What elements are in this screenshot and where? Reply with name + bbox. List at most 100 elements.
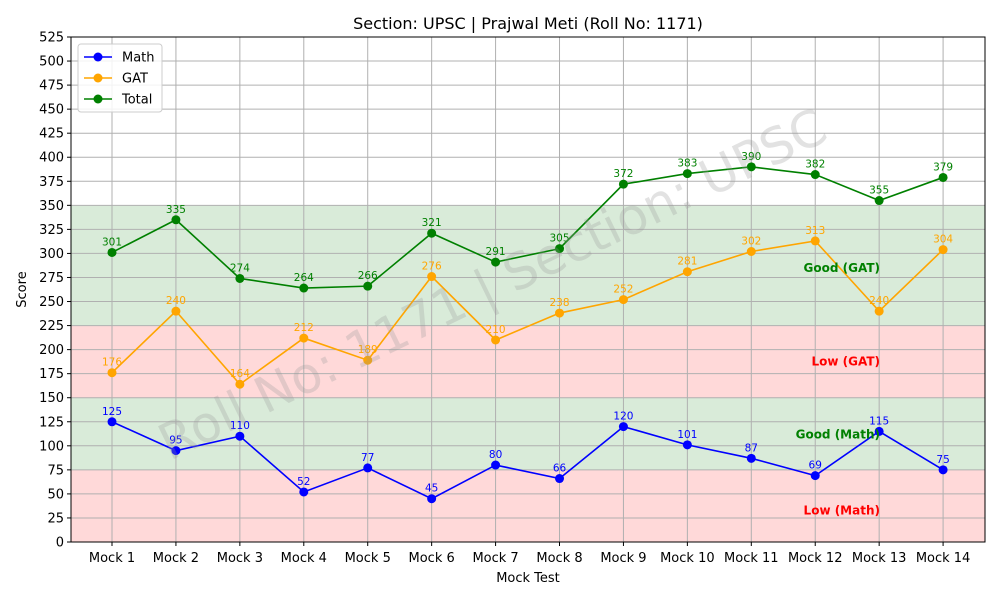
data-label-gat: 189 <box>358 344 378 356</box>
legend-label-math: Math <box>122 51 155 66</box>
data-label-total: 390 <box>741 151 761 163</box>
data-label-gat: 240 <box>166 295 186 307</box>
data-label-math: 52 <box>297 476 310 488</box>
y-tick-label: 450 <box>39 103 64 118</box>
data-label-total: 379 <box>933 161 953 173</box>
y-tick-label: 275 <box>39 271 64 286</box>
legend-label-gat: GAT <box>122 72 148 87</box>
x-tick-label: Mock 8 <box>536 551 582 566</box>
series-line-math <box>111 421 944 500</box>
x-tick-label: Mock 6 <box>409 551 455 566</box>
legend-marker-gat <box>93 73 103 83</box>
y-tick-label: 250 <box>39 295 64 310</box>
ticks-layer: 0 25 50 75 100 125 150 175 200 225 250 275 300 325 350… <box>39 31 970 567</box>
data-point-total <box>810 170 820 180</box>
band-label-1: Good (Math) <box>796 427 880 441</box>
y-tick-label: 225 <box>39 319 64 334</box>
data-point-total <box>938 172 948 182</box>
data-label-gat: 313 <box>805 225 825 237</box>
data-label-total: 301 <box>102 236 122 248</box>
series-line-gat <box>111 240 944 386</box>
legend: Math GAT Total <box>77 43 163 113</box>
data-point-math <box>363 463 373 473</box>
data-label-total: 355 <box>869 185 889 197</box>
data-point-math <box>874 426 884 436</box>
data-point-gat <box>938 245 948 255</box>
band-0 <box>71 469 985 542</box>
legend-label-total: Total <box>121 93 152 108</box>
data-point-total <box>427 228 437 238</box>
x-tick-label: Mock 7 <box>472 551 518 566</box>
data-label-total: 266 <box>358 270 378 282</box>
x-tick-label: Mock 4 <box>281 551 327 566</box>
data-label-math: 66 <box>553 463 567 475</box>
x-tick-label: Mock 11 <box>724 551 779 566</box>
x-tick-label: Mock 9 <box>600 551 646 566</box>
data-label-math: 45 <box>425 483 438 495</box>
data-point-gat <box>363 355 373 365</box>
x-tick-label: Mock 2 <box>153 551 199 566</box>
y-axis-title: Score <box>15 271 30 307</box>
band-2 <box>71 325 985 398</box>
y-tick-label: 400 <box>39 151 64 166</box>
data-point-total <box>555 244 565 254</box>
band-3 <box>71 205 985 326</box>
y-tick-label: 325 <box>39 223 64 238</box>
data-point-gat <box>427 272 437 282</box>
data-point-gat <box>746 247 756 257</box>
y-tick-label: 125 <box>39 415 64 430</box>
x-tick-label: Mock 14 <box>916 551 971 566</box>
y-tick-label: 500 <box>39 55 64 70</box>
data-point-gat <box>874 306 884 316</box>
y-tick-label: 300 <box>39 247 64 262</box>
data-label-gat: 276 <box>422 261 442 273</box>
data-label-total: 321 <box>422 217 442 229</box>
data-label-layer: 125 95 110 52 77 45 80 66 120 101 87 69 115 75 176 240 1… <box>102 151 953 495</box>
band-label-0: Low (Math) <box>804 503 880 517</box>
x-tick-label: Mock 13 <box>852 551 907 566</box>
x-axis-title: Mock Test <box>496 571 560 586</box>
data-point-gat <box>555 308 565 318</box>
data-point-math <box>299 487 309 497</box>
data-label-total: 372 <box>613 168 633 180</box>
plot-frame <box>70 36 986 543</box>
data-label-gat: 238 <box>549 297 569 309</box>
data-label-total: 382 <box>805 159 825 171</box>
data-point-math <box>810 471 820 481</box>
data-point-gat <box>171 306 181 316</box>
data-label-math: 87 <box>745 442 758 454</box>
data-point-total <box>682 169 692 179</box>
data-label-math: 69 <box>809 460 822 472</box>
data-point-total <box>171 215 181 225</box>
y-tick-label: 0 <box>56 536 64 551</box>
data-label-math: 125 <box>102 406 122 418</box>
data-point-total <box>491 257 501 267</box>
band-label-2: Low (GAT) <box>811 355 880 369</box>
y-tick-label: 100 <box>39 439 64 454</box>
data-point-math <box>938 465 948 475</box>
data-point-gat <box>618 295 628 305</box>
y-tick-label: 375 <box>39 175 64 190</box>
data-label-gat: 210 <box>486 324 506 336</box>
band-label-layer: Low (Math) Good (Math) Low (GAT) Good (GAT) <box>796 261 880 517</box>
data-point-total <box>107 247 117 257</box>
data-point-gat <box>299 333 309 343</box>
x-tick-label: Mock 1 <box>89 551 135 566</box>
data-point-total <box>618 179 628 189</box>
data-point-math <box>555 474 565 484</box>
data-label-math: 95 <box>169 435 182 447</box>
data-point-math <box>746 453 756 463</box>
data-point-math <box>107 417 117 427</box>
y-tick-label: 475 <box>39 79 64 94</box>
y-tick-label: 200 <box>39 343 64 358</box>
data-point-gat <box>235 379 245 389</box>
y-tick-label: 175 <box>39 367 64 382</box>
data-label-gat: 176 <box>102 357 122 369</box>
x-tick-label: Mock 12 <box>788 551 843 566</box>
data-label-gat: 302 <box>741 236 761 248</box>
data-label-total: 291 <box>486 246 506 258</box>
data-label-gat: 240 <box>869 295 889 307</box>
data-label-math: 77 <box>361 452 374 464</box>
series-layer <box>107 162 948 504</box>
